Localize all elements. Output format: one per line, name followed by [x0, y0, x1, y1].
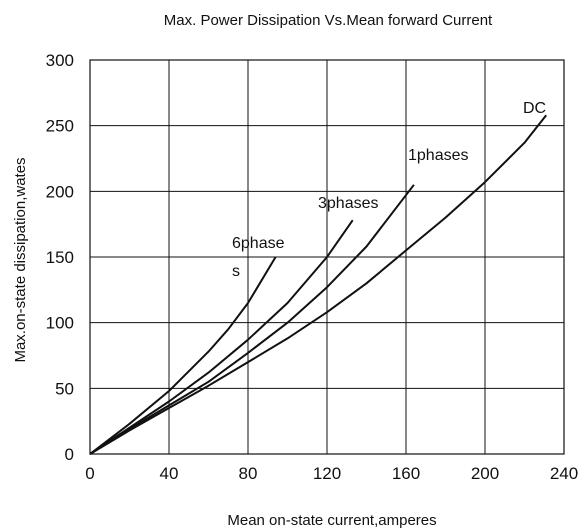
- series-annotation-dc: DC: [523, 100, 546, 117]
- y-tick-label: 100: [46, 314, 74, 333]
- series-annotations: 6phase s 3phases 1phases DC: [232, 100, 546, 280]
- series-line-6phases: [89, 256, 277, 455]
- series-annotation-3phases: 3phases: [318, 195, 379, 212]
- y-tick-label: 200: [46, 182, 74, 201]
- chart-title: Max. Power Dissipation Vs.Mean forward C…: [164, 12, 493, 29]
- x-tick-label: 120: [313, 464, 341, 483]
- x-tick-label: 40: [160, 464, 179, 483]
- x-axis-label: Mean on-state current,amperes: [227, 512, 436, 529]
- grid-lines: [90, 60, 564, 454]
- series-line-1phases: [89, 184, 415, 455]
- series-annotation-1phases: 1phases: [408, 147, 469, 164]
- plot-frame: [89, 59, 565, 455]
- y-axis-label: Max.on-state dissipation,wates: [12, 157, 29, 362]
- x-tick-label: 80: [239, 464, 258, 483]
- y-tick-label: 50: [55, 379, 74, 398]
- x-tick-label: 240: [550, 464, 578, 483]
- series-annotation-6phases: s: [232, 263, 240, 280]
- x-tick-label: 0: [85, 464, 94, 483]
- y-tick-label: 150: [46, 248, 74, 267]
- y-axis-ticks: 0 50 100 150 200 250 300: [46, 51, 74, 464]
- y-tick-label: 250: [46, 117, 74, 136]
- series-line-dc: [89, 114, 547, 455]
- data-series: [89, 114, 547, 455]
- series-annotation-6phases: 6phase: [232, 235, 285, 252]
- y-tick-label: 300: [46, 51, 74, 70]
- y-tick-label: 0: [65, 445, 74, 464]
- x-tick-label: 200: [471, 464, 499, 483]
- x-axis-ticks: 0 40 80 120 160 200 240: [85, 464, 578, 483]
- x-tick-label: 160: [392, 464, 420, 483]
- series-line-3phases: [89, 219, 354, 455]
